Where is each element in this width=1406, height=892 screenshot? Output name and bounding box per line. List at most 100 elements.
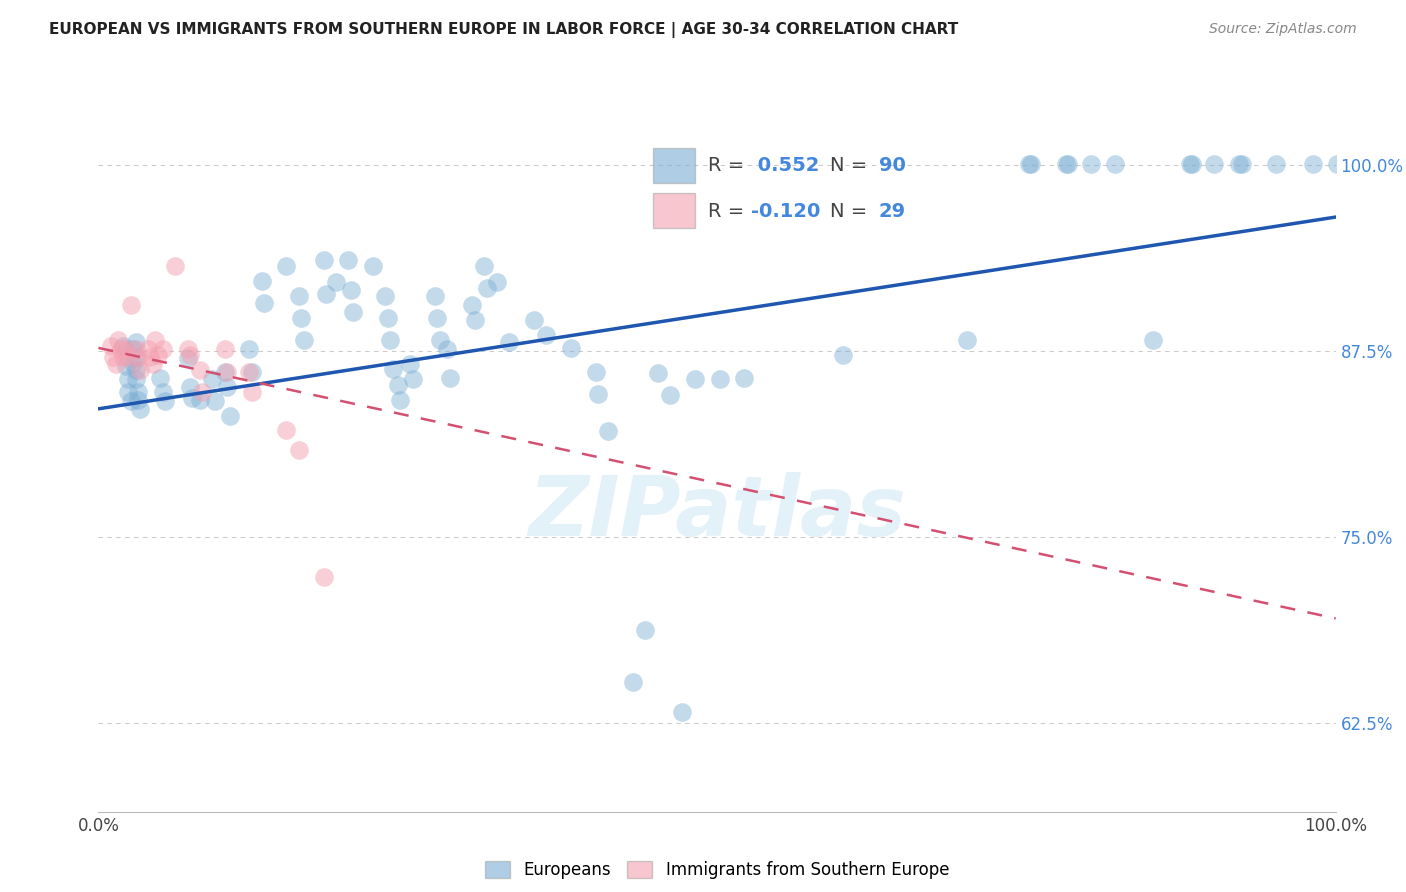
Point [188,392,211,407]
Point [103,350,125,364]
Point [149,370,172,384]
Text: 90: 90 [879,156,905,175]
Text: Source: ZipAtlas.com: Source: ZipAtlas.com [1209,22,1357,37]
Point [709,372,731,386]
Point [498,334,520,349]
Point [253,296,276,310]
Point [104,357,127,371]
Point [340,283,363,297]
Point [381,361,404,376]
Point [238,365,260,379]
Point [124,372,146,386]
Point [523,312,546,326]
Point [250,274,273,288]
Point [485,276,508,290]
Point [124,343,146,357]
Point [218,409,240,424]
Point [659,388,682,402]
Point [361,259,384,273]
Point [290,311,312,326]
Point [139,350,162,364]
Point [136,343,159,357]
Point [112,350,135,364]
Text: 29: 29 [879,202,905,221]
Point [107,334,129,348]
Point [389,392,412,407]
Point [475,281,498,295]
Point [402,372,425,386]
Point [377,311,399,326]
Text: -0.120: -0.120 [751,202,820,221]
Point [671,705,693,719]
Text: N =: N = [830,156,873,175]
Point [387,378,409,392]
Point [214,343,236,357]
Point [129,363,152,377]
Text: ZIPatlas: ZIPatlas [529,472,905,552]
Point [1104,156,1126,170]
Point [124,363,146,377]
Point [312,570,335,584]
Point [240,365,263,379]
Point [155,394,177,409]
Point [429,334,451,348]
Point [120,394,142,409]
Text: 0.552: 0.552 [751,156,820,175]
Point [1021,156,1043,170]
Point [423,289,446,303]
Point [204,394,226,409]
Point [217,365,239,379]
Point [117,350,139,364]
Point [276,423,298,437]
Point [112,339,135,353]
Point [683,372,706,386]
Point [464,312,486,326]
Point [647,366,669,380]
Point [315,287,337,301]
FancyBboxPatch shape [652,148,696,183]
Point [124,334,146,349]
Point [129,401,152,416]
Point [127,392,149,407]
Point [114,359,136,373]
Point [325,276,347,290]
Point [588,387,610,401]
Point [733,370,755,384]
Point [188,363,211,377]
Point [179,348,201,362]
Point [1080,156,1102,170]
Point [634,624,657,638]
Point [114,343,136,357]
Point [337,253,360,268]
Point [124,350,146,364]
Point [179,379,201,393]
Point [342,305,364,319]
Point [560,341,582,355]
Point [312,253,335,268]
Point [436,343,458,357]
Point [598,424,620,438]
Text: R =: R = [709,202,751,221]
Point [1181,156,1204,170]
Point [142,357,165,371]
Point [122,343,145,357]
Point [292,334,315,348]
Point [1057,156,1080,170]
Point [176,343,198,357]
Text: R =: R = [709,156,751,175]
Point [100,339,122,353]
Point [1054,156,1077,170]
Point [201,372,224,386]
Point [374,289,396,303]
Point [288,443,311,458]
Point [152,343,174,357]
Point [165,259,187,273]
Point [1265,156,1288,170]
Point [152,385,174,400]
Point [426,311,449,326]
Point [217,379,239,393]
Text: N =: N = [830,202,873,221]
Point [380,334,402,348]
Point [1018,156,1040,170]
Point [1227,156,1250,170]
